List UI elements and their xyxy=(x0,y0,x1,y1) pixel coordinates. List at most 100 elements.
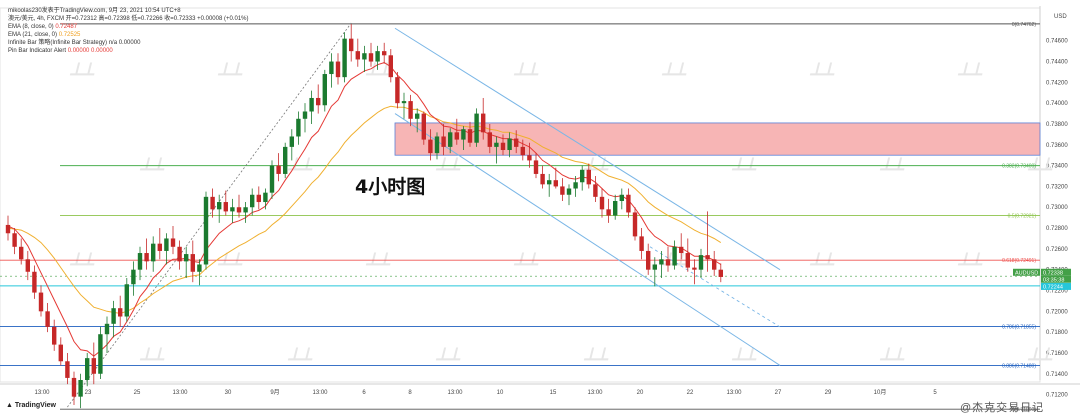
candle-body xyxy=(619,194,624,201)
candle-body xyxy=(665,259,671,266)
channel-mid-dashed xyxy=(649,246,781,328)
fib-label: 0(0.74762) xyxy=(1012,22,1037,28)
fib-label: 0.886(0.71480) xyxy=(1002,363,1036,369)
pinbar-legend-value: 0.00000 0.00000 xyxy=(67,48,113,54)
trend-line xyxy=(67,22,352,408)
candle-body xyxy=(692,267,697,270)
candle-body xyxy=(316,97,321,106)
candle-body xyxy=(613,201,618,216)
candle-body xyxy=(421,113,426,140)
candle-body xyxy=(454,132,459,140)
candle-body xyxy=(698,255,704,270)
x-tick-label: 29 xyxy=(825,390,832,396)
candle-body xyxy=(230,207,235,212)
watermark-glyph: ⟂⟂ xyxy=(731,344,757,365)
candle-body xyxy=(652,264,657,270)
candle-body xyxy=(45,311,50,327)
y-tick-label: 0.74600 xyxy=(1046,39,1068,45)
watermark-glyph: ⟂⟂ xyxy=(217,59,243,80)
pinbar-legend[interactable]: Pin Bar Indicator Alert 0.00000 0.00000 xyxy=(8,48,113,55)
x-tick-label: 6 xyxy=(362,390,366,396)
candle-body xyxy=(415,113,420,119)
candle-body xyxy=(177,246,182,262)
y-tick-label: 0.71200 xyxy=(1046,393,1068,399)
candle-body xyxy=(184,254,189,262)
candle-body xyxy=(12,233,17,247)
candle-body xyxy=(349,38,354,52)
x-tick-label: 9月 xyxy=(270,389,279,396)
watermark-glyph: ⟂⟂ xyxy=(583,344,609,365)
y-tick-label: 0.74400 xyxy=(1046,60,1068,66)
y-tick-label: 0.72600 xyxy=(1046,247,1068,253)
x-tick-label: 13:00 xyxy=(726,390,742,396)
x-tick-label: 5 xyxy=(933,390,937,396)
watermark-glyph: ⟂⟂ xyxy=(879,344,905,365)
candle-body xyxy=(276,165,281,174)
candle-body xyxy=(441,136,446,147)
candle-body xyxy=(190,254,195,272)
fib-label: 0.786(0.71855) xyxy=(1002,324,1036,330)
candle-body xyxy=(500,142,506,151)
candle-body xyxy=(296,118,301,137)
watermark-glyph: ⟂⟂ xyxy=(365,59,391,80)
candle-body xyxy=(329,61,334,75)
candle-body xyxy=(632,212,638,237)
x-tick-label: 22 xyxy=(687,390,694,396)
candle-body xyxy=(137,253,143,270)
candle-body xyxy=(566,188,572,195)
strategy-legend[interactable]: Infinite Bar 策略(Infinite Bar Strategy) n… xyxy=(8,40,141,46)
x-tick-label: 10月 xyxy=(874,389,887,396)
candle-body xyxy=(269,165,275,193)
candle-body xyxy=(639,236,644,251)
ema8-legend[interactable]: EMA (8, close, 0) 0.72487 xyxy=(8,24,77,31)
candle-body xyxy=(335,61,341,78)
y-tick-label: 0.71800 xyxy=(1046,330,1068,336)
candle-body xyxy=(474,113,479,143)
x-tick-label: 13:00 xyxy=(172,390,188,396)
candle-body xyxy=(540,173,545,185)
x-tick-label: 23 xyxy=(85,390,92,396)
candle-body xyxy=(395,77,400,104)
x-tick-label: 25 xyxy=(134,390,141,396)
candle-body xyxy=(368,53,374,62)
candle-body xyxy=(626,194,631,213)
candle-body xyxy=(434,136,440,154)
watermark-glyph: ⟂⟂ xyxy=(809,59,835,80)
ema21-legend[interactable]: EMA (21, close, 0) 0.72525 xyxy=(8,32,80,39)
candle-body xyxy=(111,308,116,324)
fib-label: 0.618(0.72491) xyxy=(1002,258,1036,264)
price-label-box xyxy=(1041,275,1071,283)
candle-body xyxy=(672,246,677,266)
candle-body xyxy=(71,377,77,397)
candle-body xyxy=(685,253,690,268)
candle-body xyxy=(467,129,473,143)
candle-body xyxy=(388,55,393,78)
candle-body xyxy=(547,180,552,185)
watermark-glyph: ⟂⟂ xyxy=(139,344,165,365)
candle-body xyxy=(170,238,176,247)
x-tick-label: 30 xyxy=(225,390,232,396)
watermark-glyph: ⟂⟂ xyxy=(731,154,757,175)
candle-body xyxy=(78,380,83,397)
watermark-glyph: ⟂⟂ xyxy=(139,154,165,175)
candle-body xyxy=(91,358,96,374)
y-tick-label: 0.71600 xyxy=(1046,351,1068,357)
y-tick-label: 0.73200 xyxy=(1046,184,1068,190)
candle-body xyxy=(217,202,222,210)
candle-body xyxy=(494,142,499,147)
candle-body xyxy=(243,207,248,213)
price-label-text: AUDUSD xyxy=(1015,270,1038,276)
candle-body xyxy=(461,129,466,140)
ema21-legend-value: 0.72525 xyxy=(58,32,81,38)
candle-body xyxy=(646,250,651,270)
watermark-glyph: ⟂⟂ xyxy=(69,59,95,80)
price-label-text: 03:35:38 xyxy=(1043,277,1064,283)
fib-label: 1(0.71060) xyxy=(1012,407,1037,413)
tradingview-logo[interactable]: ▲ TradingView xyxy=(6,402,56,409)
candle-body xyxy=(679,246,684,254)
candle-body xyxy=(527,155,532,161)
candle-body xyxy=(263,192,268,203)
candle-body xyxy=(533,160,539,174)
